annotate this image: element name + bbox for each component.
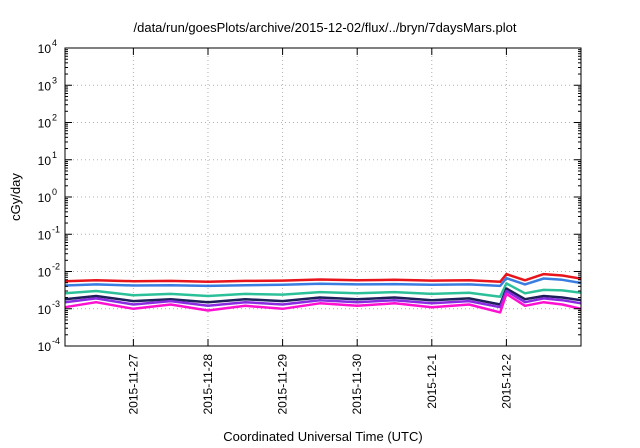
x-tick-label: 2015-11-27 bbox=[126, 354, 140, 415]
y-tick-label: 10 bbox=[38, 117, 52, 131]
y-tick-exponent: 2 bbox=[52, 113, 57, 123]
y-axis-label: cGy/day bbox=[8, 173, 23, 221]
x-tick-label: 2015-12-1 bbox=[425, 354, 439, 409]
series-group bbox=[64, 272, 582, 314]
y-tick-exponent: 4 bbox=[52, 38, 57, 48]
y-tick-exponent: -4 bbox=[52, 336, 60, 346]
y-tick-label: 10 bbox=[38, 340, 52, 354]
y-tick-label: 10 bbox=[38, 154, 52, 168]
y-tick-label: 10 bbox=[38, 266, 52, 280]
y-tick-exponent: -2 bbox=[52, 262, 60, 272]
y-tick-label: 10 bbox=[38, 191, 52, 205]
chart-title: /data/run/goesPlots/archive/2015-12-02/f… bbox=[134, 20, 517, 35]
series-line bbox=[64, 272, 582, 284]
x-tick-label: 2015-11-29 bbox=[276, 354, 290, 415]
y-tick-label: 10 bbox=[38, 42, 52, 56]
y-tick-exponent: -3 bbox=[52, 299, 60, 309]
x-axis: 2015-11-27 2015-11-28 2015-11-29 2015-11-30… bbox=[126, 48, 513, 415]
series-line bbox=[64, 282, 582, 298]
x-axis-label: Coordinated Universal Time (UTC) bbox=[223, 429, 422, 444]
y-tick-label: 10 bbox=[38, 228, 52, 242]
y-tick-exponent: 1 bbox=[52, 150, 57, 160]
y-tick-label: 10 bbox=[38, 79, 52, 93]
y-tick-label: 10 bbox=[38, 303, 52, 317]
y-tick-exponent: 0 bbox=[52, 187, 57, 197]
series-line bbox=[64, 276, 582, 288]
y-tick-exponent: 3 bbox=[52, 75, 57, 85]
x-tick-label: 2015-11-30 bbox=[350, 354, 364, 415]
x-tick-label: 2015-12-2 bbox=[499, 354, 513, 409]
series-line bbox=[64, 292, 582, 314]
x-tick-label: 2015-11-28 bbox=[201, 354, 215, 415]
series-line bbox=[64, 289, 582, 309]
series-line bbox=[64, 287, 582, 306]
y-tick-exponent: -1 bbox=[52, 224, 60, 234]
